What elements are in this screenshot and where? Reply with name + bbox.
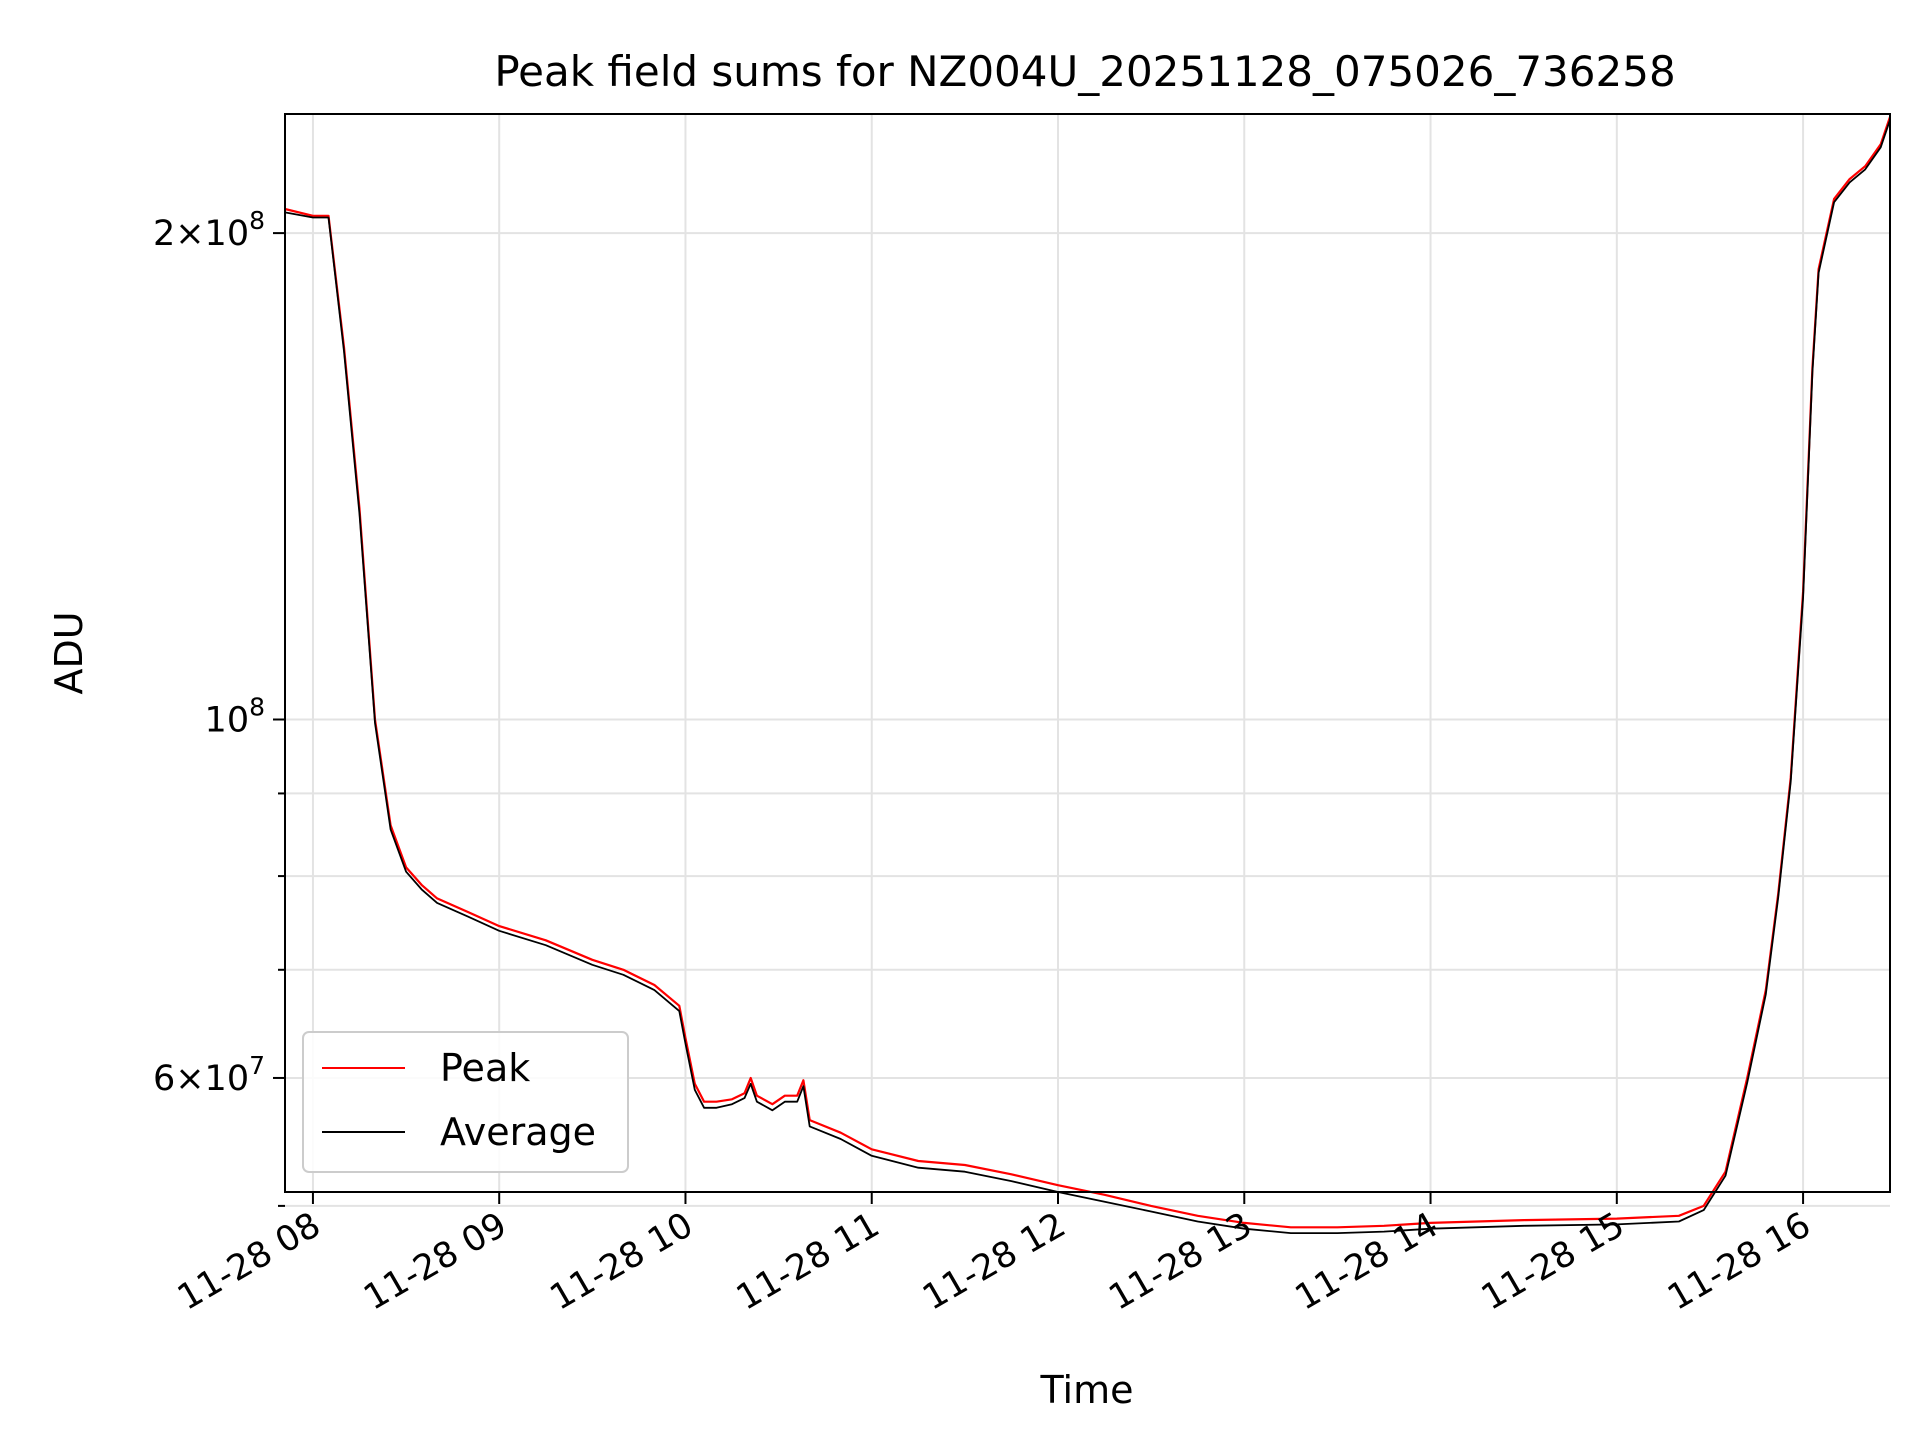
series-line-average <box>284 119 1891 1234</box>
series-group <box>284 116 1892 1234</box>
plot-frame <box>284 113 1891 1193</box>
grid <box>285 114 1890 1207</box>
y-tick-label-exponent: 7 <box>249 1051 265 1080</box>
y-tick-label: 6×107 <box>153 1051 265 1099</box>
y-tick-label-base: 10 <box>205 701 250 741</box>
legend-peak-label: Peak <box>440 1046 530 1090</box>
chart-title: Peak field sums for NZ004U_20251128_0750… <box>494 47 1675 96</box>
legend: Peak Average <box>302 1031 629 1173</box>
y-tick-label: 2×108 <box>153 206 265 254</box>
y-axis-label: ADU <box>47 611 91 694</box>
y-tick-label-exponent: 8 <box>249 206 265 235</box>
y-tick-label-base: 2×10 <box>153 214 249 254</box>
y-tick-label: 108 <box>205 693 265 741</box>
y-tick-label-exponent: 8 <box>249 693 265 722</box>
x-axis-label: Time <box>1040 1368 1134 1412</box>
y-tick-label-base: 6×10 <box>153 1059 249 1099</box>
legend-average-label: Average <box>440 1110 596 1154</box>
